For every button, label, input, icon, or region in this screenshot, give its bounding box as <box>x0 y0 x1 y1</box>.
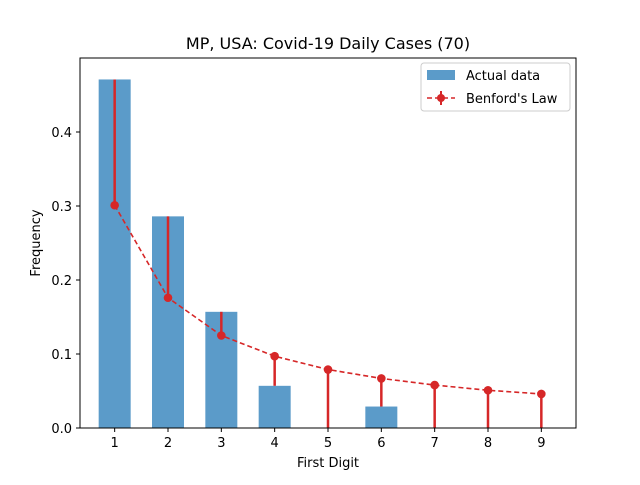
benford-point-digit-4 <box>270 351 279 361</box>
benford-point-digit-1 <box>110 200 119 210</box>
x-tick-label: 8 <box>484 436 492 451</box>
benford-point-digit-6 <box>377 374 386 383</box>
bar-digit-6 <box>365 406 398 428</box>
error-bars-layer <box>113 79 543 428</box>
chart-title: MP, USA: Covid-19 Daily Cases (70) <box>186 34 470 53</box>
benford-point-digit-9 <box>537 389 546 399</box>
x-tick-label: 5 <box>324 436 332 451</box>
x-tick-label: 4 <box>271 436 279 451</box>
y-tick-label: 0.0 <box>51 422 72 437</box>
x-tick-label: 6 <box>377 436 385 451</box>
x-tick-label: 1 <box>111 436 119 451</box>
benford-point-digit-7 <box>430 380 439 390</box>
x-tick-label: 2 <box>164 436 172 451</box>
benford-point-digit-3 <box>217 331 226 340</box>
legend-label-actual: Actual data <box>466 69 540 84</box>
y-tick-label: 0.4 <box>51 126 72 141</box>
y-tick-label: 0.3 <box>51 200 72 215</box>
y-tick-label: 0.2 <box>51 274 72 289</box>
y-axis-ticks: 0.0 0.1 0.2 0.3 0.4 <box>51 126 80 437</box>
legend-marker-swatch <box>437 94 445 102</box>
y-axis-label: Frequency <box>29 209 44 276</box>
legend-label-benford: Benford's Law <box>466 92 558 107</box>
benford-point-digit-5 <box>323 365 333 374</box>
legend: Actual data Benford's Law <box>420 62 571 112</box>
benford-point-digit-8 <box>483 385 493 395</box>
bar-digit-4 <box>258 385 291 428</box>
benford-point-digit-2 <box>163 293 173 303</box>
x-tick-label: 9 <box>537 436 545 451</box>
x-tick-label: 7 <box>431 436 439 451</box>
legend-bar-swatch <box>427 70 455 80</box>
benford-line-layer <box>110 200 546 399</box>
y-tick-label: 0.1 <box>51 348 72 363</box>
legend-box <box>420 62 571 112</box>
x-tick-label: 3 <box>217 436 225 451</box>
x-axis-ticks: 1 2 3 4 5 6 7 8 9 <box>111 428 545 451</box>
x-axis-label: First Digit <box>297 456 359 471</box>
